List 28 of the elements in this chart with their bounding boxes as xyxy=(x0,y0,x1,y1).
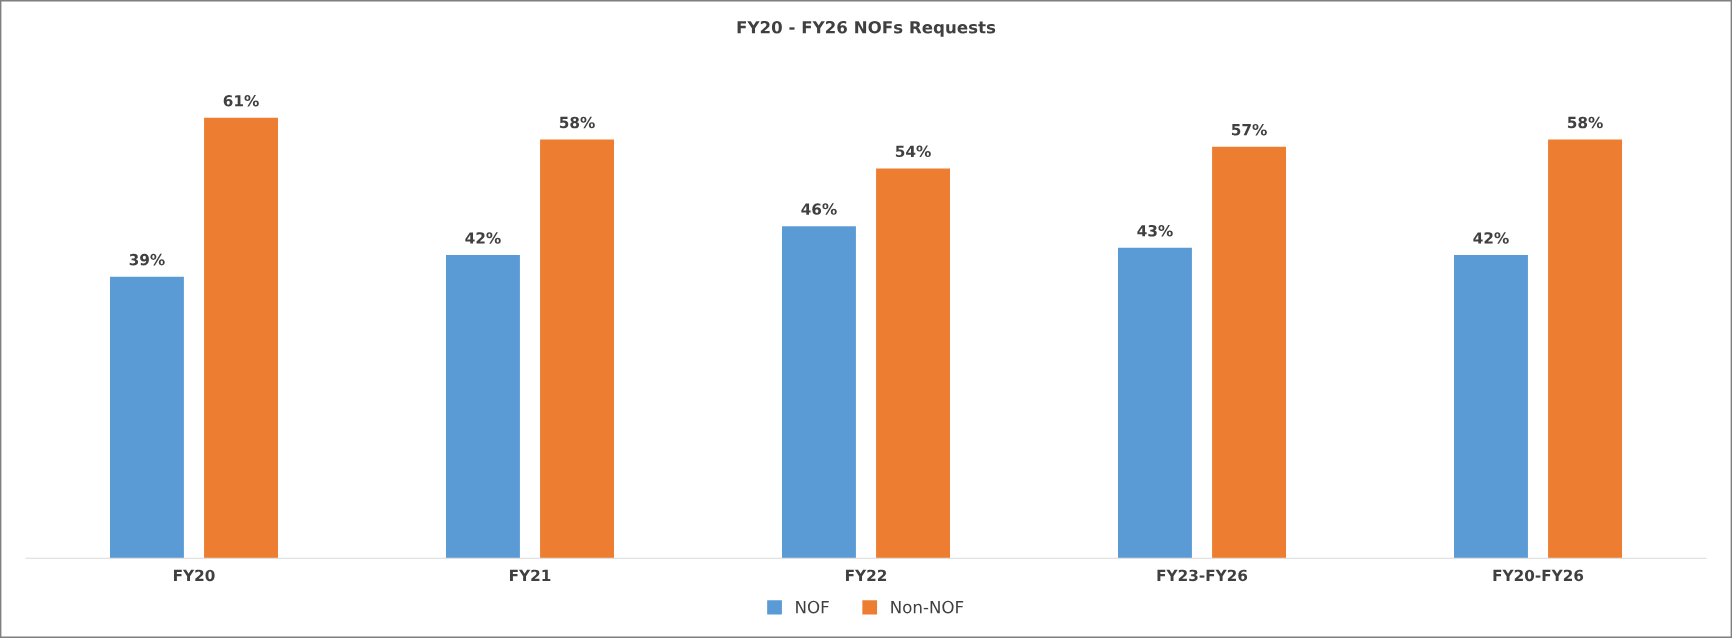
bar xyxy=(204,117,278,559)
x-tick-label: FY20 xyxy=(174,569,215,582)
x-tick-label: FY21 xyxy=(510,569,551,581)
x-tick-label: FY20-FY26 xyxy=(1493,569,1584,582)
chart-title: FY20 - FY26 NOFs Requests xyxy=(737,20,996,37)
legend-label: Non-NOF xyxy=(891,600,964,614)
data-label: 54% xyxy=(895,145,931,158)
bar xyxy=(1548,139,1623,559)
bar xyxy=(782,226,856,559)
bar xyxy=(109,276,184,559)
data-label: 58% xyxy=(1567,116,1603,129)
bar xyxy=(1454,255,1528,559)
data-label: 61% xyxy=(223,95,259,107)
x-tick-label: FY22 xyxy=(846,569,887,581)
bar xyxy=(1118,247,1192,559)
data-label: 42% xyxy=(465,232,501,244)
bar xyxy=(876,168,950,559)
data-label: 39% xyxy=(129,253,165,266)
bar xyxy=(1212,146,1287,559)
data-label: 43% xyxy=(1137,224,1173,237)
data-label: 58% xyxy=(559,116,595,129)
data-label: 46% xyxy=(801,203,837,215)
bar xyxy=(445,255,520,559)
x-tick-label: FY23-FY26 xyxy=(1157,569,1248,582)
bar xyxy=(540,139,614,559)
data-label: 42% xyxy=(1473,232,1509,244)
legend-label: NOF xyxy=(796,600,829,614)
data-label: 57% xyxy=(1231,123,1267,136)
